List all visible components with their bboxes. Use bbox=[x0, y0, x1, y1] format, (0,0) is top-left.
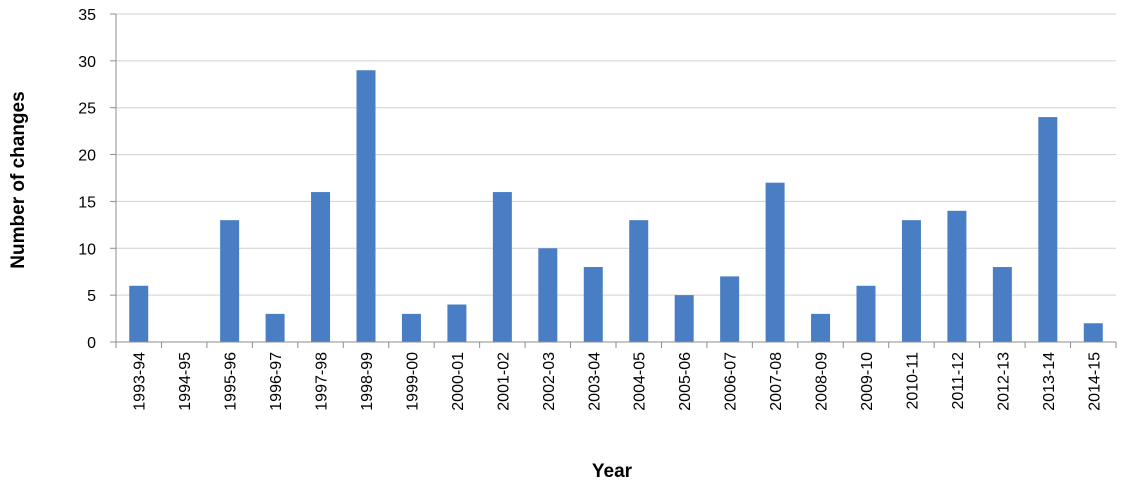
y-tick-label: 35 bbox=[78, 7, 96, 24]
bar bbox=[583, 267, 603, 342]
bar bbox=[629, 220, 649, 342]
bar bbox=[720, 276, 740, 342]
x-tick-label: 1993-94 bbox=[132, 352, 149, 411]
gridlines bbox=[116, 13, 1116, 296]
bar bbox=[492, 192, 512, 342]
y-tick-labels: 0 5 10 15 20 25 30 35 bbox=[78, 7, 96, 352]
axes bbox=[110, 13, 1117, 348]
y-tick-label: 10 bbox=[78, 241, 96, 258]
x-tick-label: 2010-11 bbox=[904, 352, 921, 410]
x-tick-label: 2014-15 bbox=[1086, 352, 1103, 411]
x-tick-label: 2008-09 bbox=[814, 352, 831, 411]
bars bbox=[129, 70, 1103, 342]
y-tick-label: 0 bbox=[87, 335, 96, 352]
y-axis-title: Number of changes bbox=[8, 91, 29, 268]
x-tick-labels: 1993-94 1994-95 1995-96 1996-97 1997-98 1998-… bbox=[132, 352, 1104, 411]
bar bbox=[356, 70, 376, 342]
x-tick-label: 1997-98 bbox=[314, 352, 331, 411]
bar bbox=[265, 313, 285, 342]
x-tick-label: 2013-14 bbox=[1041, 352, 1058, 411]
x-tick-label: 2006-07 bbox=[723, 352, 740, 411]
bar bbox=[401, 313, 421, 342]
bar bbox=[129, 285, 149, 342]
x-tick-label: 1994-95 bbox=[177, 352, 194, 411]
bar bbox=[765, 182, 785, 342]
x-tick-label: 2011-12 bbox=[950, 352, 967, 410]
bar bbox=[901, 220, 921, 342]
bar bbox=[856, 285, 876, 342]
bar bbox=[992, 267, 1012, 342]
bar bbox=[947, 210, 967, 342]
x-tick-label: 2009-10 bbox=[859, 352, 876, 411]
y-tick-label: 30 bbox=[78, 54, 96, 71]
x-tick-label: 2005-06 bbox=[677, 352, 694, 411]
x-tick-label: 2002-03 bbox=[541, 352, 558, 411]
x-tick-label: 2003-04 bbox=[586, 352, 603, 411]
bar bbox=[311, 192, 331, 342]
x-axis-title: Year bbox=[592, 461, 633, 482]
x-tick-label: 2004-05 bbox=[632, 352, 649, 411]
bar bbox=[1038, 117, 1058, 342]
x-tick-label: 2001-02 bbox=[495, 352, 512, 411]
y-tick-label: 20 bbox=[78, 148, 96, 165]
y-tick-label: 5 bbox=[87, 288, 96, 305]
x-tick-label: 2007-08 bbox=[768, 352, 785, 411]
x-tick-label: 1998-99 bbox=[359, 352, 376, 411]
x-tick-label: 2000-01 bbox=[450, 352, 467, 411]
x-tick-label: 1996-97 bbox=[268, 352, 285, 411]
bar bbox=[1083, 323, 1103, 342]
x-tick-label: 2012-13 bbox=[995, 352, 1012, 411]
bar bbox=[811, 313, 831, 342]
x-tick-label: 1995-96 bbox=[223, 352, 240, 411]
bar bbox=[674, 295, 694, 342]
y-tick-label: 25 bbox=[78, 101, 96, 118]
bar bbox=[538, 248, 558, 342]
x-tick-label: 1999-00 bbox=[404, 352, 421, 411]
bar bbox=[220, 220, 240, 342]
bar bbox=[447, 304, 467, 342]
y-tick-label: 15 bbox=[78, 194, 96, 211]
